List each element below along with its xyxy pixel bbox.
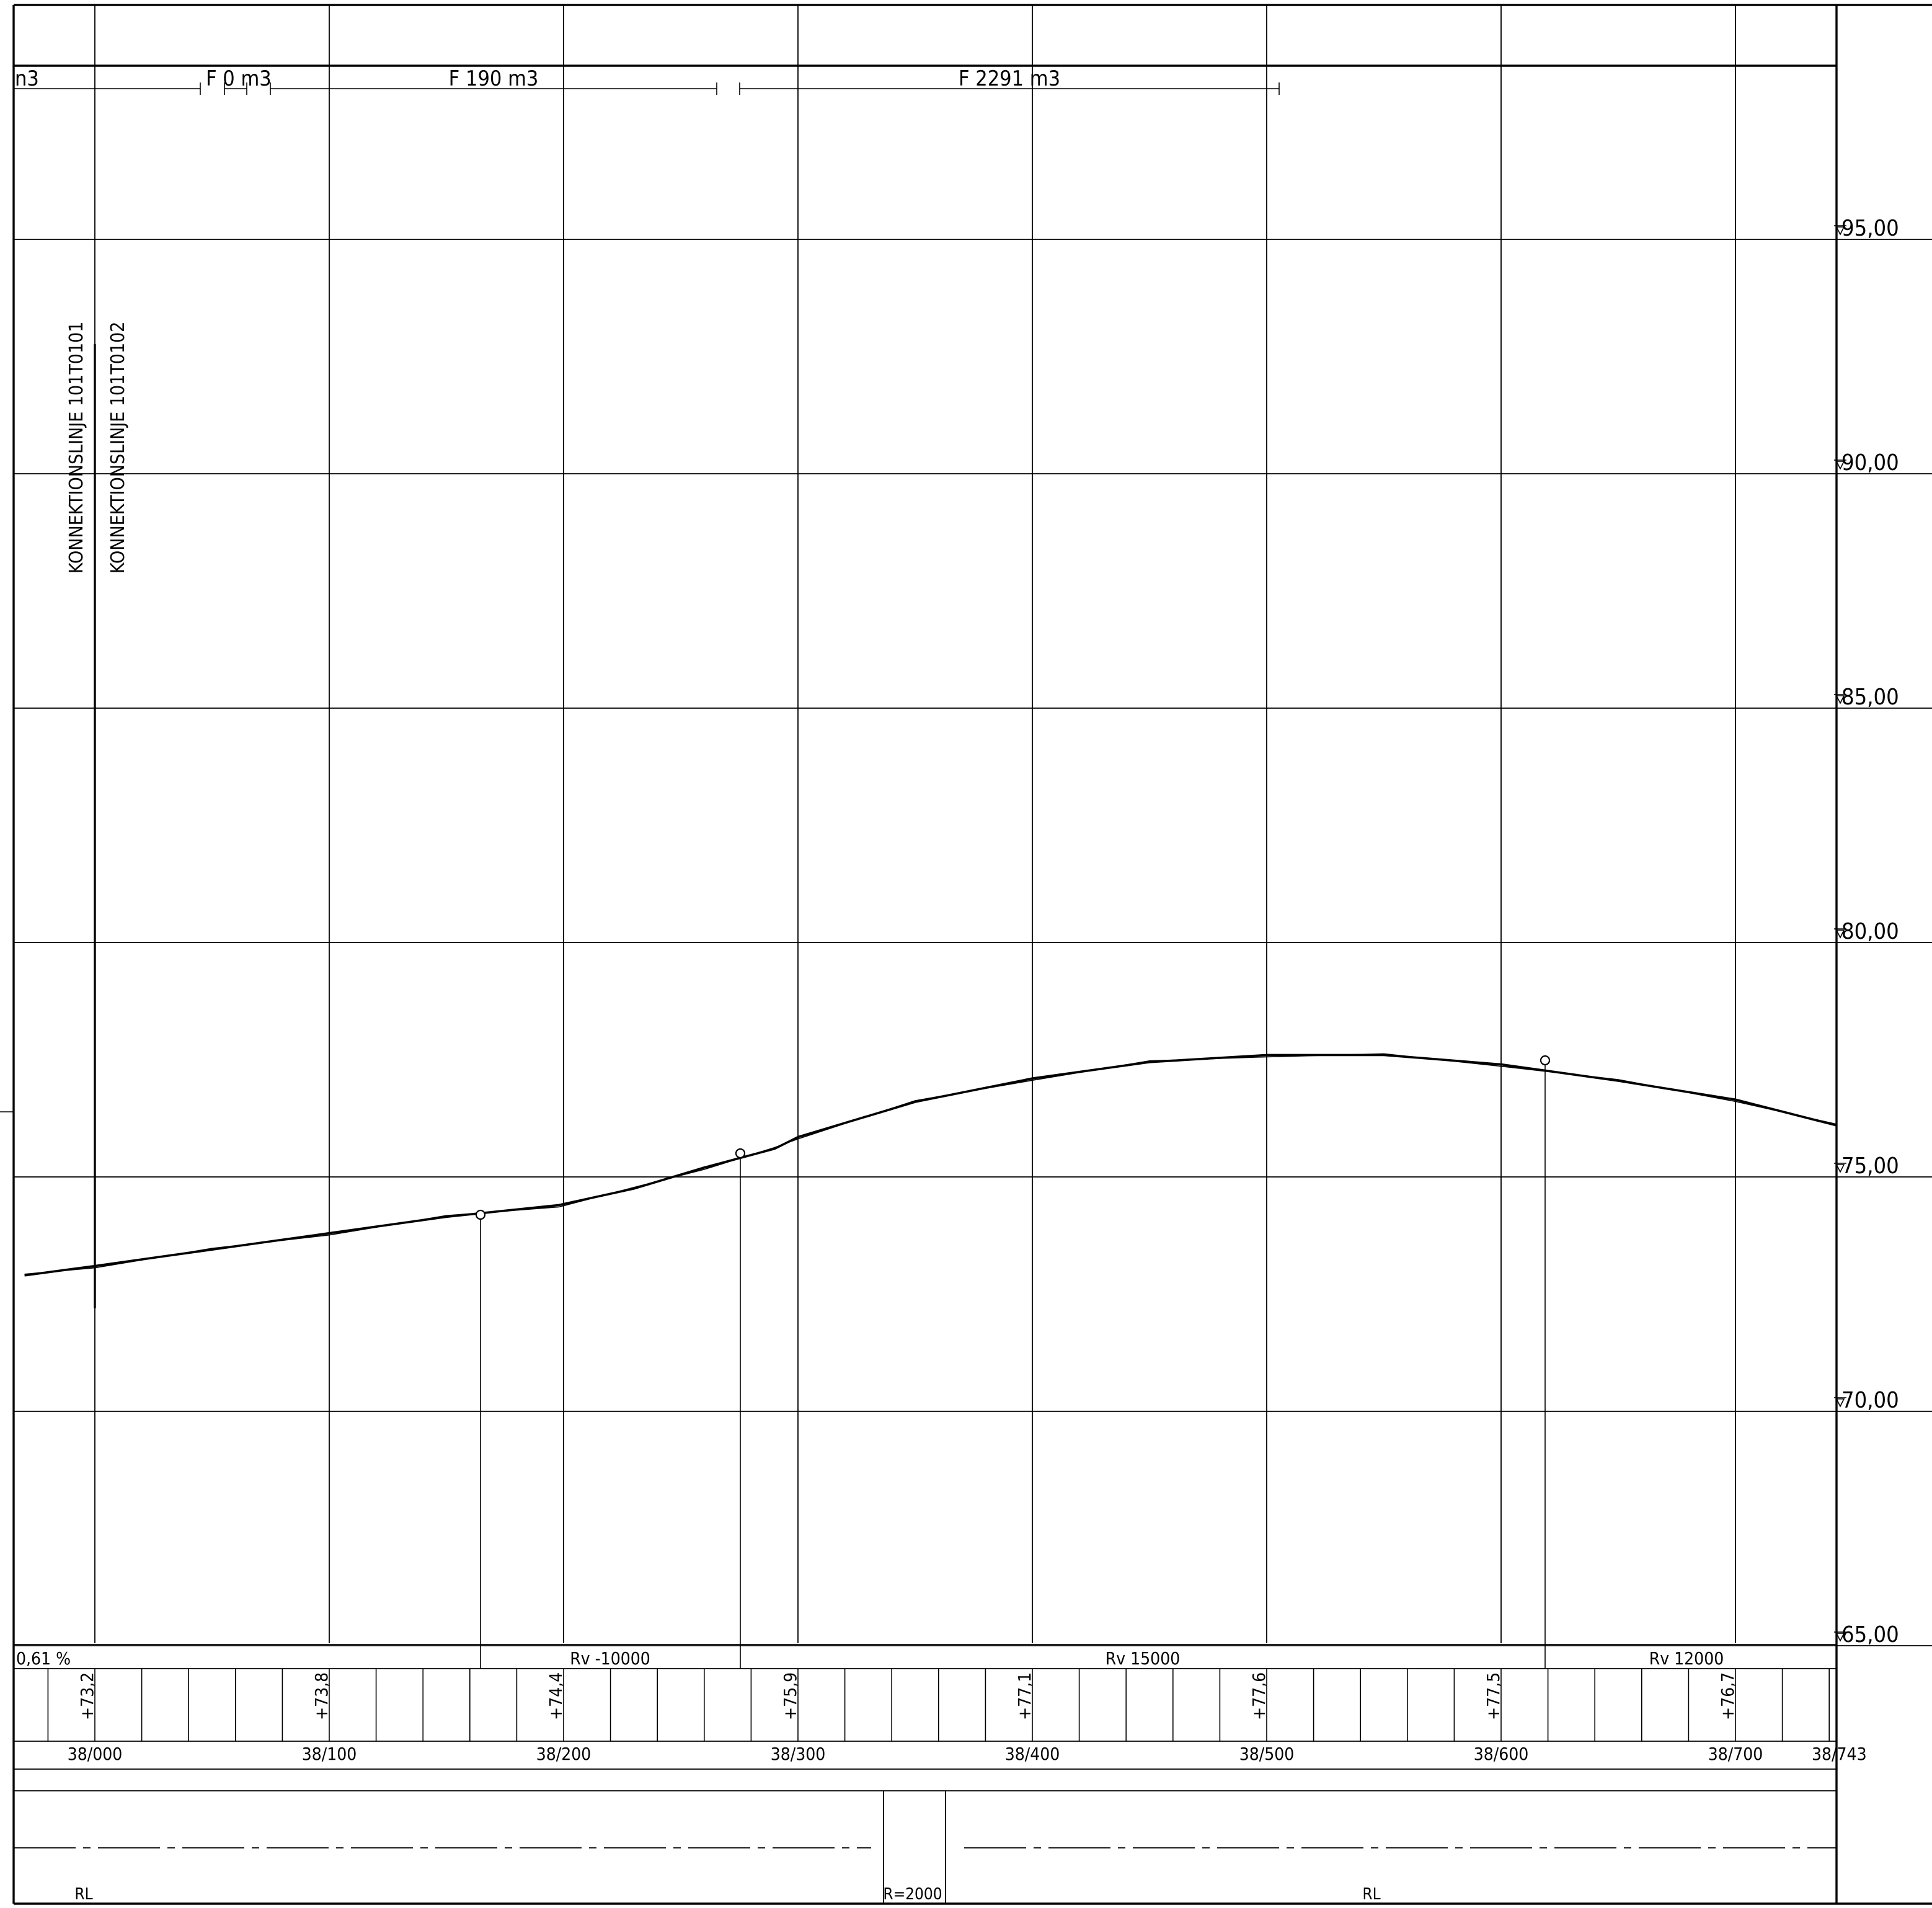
level-band: +73,2 +73,8 +74,4 +75,9 +77,1 +77,6 +77,… <box>14 1669 1837 1742</box>
level-value-5: +77,6 <box>1249 1672 1269 1720</box>
volume-bracket-0: n3 <box>14 66 201 95</box>
curve-band: 0,61 % Rv -10000 Rv 15000 Rv 12000 <box>14 1644 1837 1669</box>
volume-label-2: F 190 m3 <box>449 66 539 91</box>
volume-bracket-1: F 0 m3 <box>206 66 717 95</box>
volume-bracket-2: F 190 m3 <box>449 66 717 95</box>
volume-label-1: F 0 m3 <box>206 66 272 91</box>
curve-point <box>735 1148 746 1159</box>
grade-line <box>24 1054 1837 1277</box>
elevation-label-75: 75,00 <box>1841 1153 1899 1179</box>
connection-label-0: KONNEKTIONSLINJE 101T0101 <box>66 322 87 574</box>
volume-label-0: n3 <box>15 66 39 91</box>
elevation-label-80: 80,00 <box>1841 919 1899 944</box>
level-value-3: +75,9 <box>780 1672 800 1720</box>
vertical-curve-points <box>475 1055 1551 1669</box>
curve-point <box>1540 1055 1551 1066</box>
elevation-marker-85: 85,00 <box>1834 685 1899 710</box>
elevation-marker-95: 95,00 <box>1834 216 1899 241</box>
level-ticks <box>47 1669 1830 1741</box>
connection-lines: KONNEKTIONSLINJE 101T0101 KONNEKTIONSLIN… <box>66 322 129 1308</box>
volume-label-3: F 2291 m3 <box>959 66 1060 91</box>
curve-radius-0: Rv -10000 <box>570 1648 650 1669</box>
elevation-label-85: 85,00 <box>1841 685 1899 710</box>
grade-label: 0,61 % <box>16 1648 71 1669</box>
horizontal-grid <box>14 239 1932 1646</box>
station-band: 38/000 38/100 38/200 38/300 38/400 38/50… <box>14 1744 1867 1791</box>
station-label-0: 38/000 <box>68 1744 123 1764</box>
level-value-1: +73,8 <box>311 1672 332 1720</box>
elevation-marker-70: 70,00 <box>1834 1388 1899 1413</box>
elevation-scale: 95,00 90,00 85,00 80,00 75,00 70,00 <box>1834 216 1899 1648</box>
alignment-label-middle: R=2000 <box>883 1885 942 1904</box>
alignment-label-right: RL <box>1362 1885 1380 1904</box>
station-label-5: 38/500 <box>1239 1744 1295 1764</box>
terrain-line <box>24 1053 1837 1275</box>
level-value-2: +74,4 <box>546 1672 566 1720</box>
drawing-frame <box>0 4 1932 1905</box>
volume-bracket-3: F 2291 m3 <box>739 66 1280 95</box>
profile-curve <box>24 1053 1837 1277</box>
alignment-band: RL R=2000 RL <box>14 1791 1837 1904</box>
curve-radius-1: Rv 15000 <box>1106 1648 1181 1669</box>
vertical-grid <box>94 5 1736 1643</box>
elevation-label-95: 95,00 <box>1841 216 1899 241</box>
elevation-label-70: 70,00 <box>1841 1388 1899 1413</box>
station-label-7: 38/700 <box>1708 1744 1763 1764</box>
elevation-marker-90: 90,00 <box>1834 450 1899 476</box>
station-label-3: 38/300 <box>771 1744 826 1764</box>
station-label-8: 38/743 <box>1812 1744 1867 1764</box>
station-label-1: 38/100 <box>302 1744 357 1764</box>
station-label-4: 38/400 <box>1005 1744 1060 1764</box>
elevation-label-65: 65,00 <box>1841 1622 1899 1648</box>
elevation-marker-65: 65,00 <box>1834 1622 1899 1648</box>
station-label-2: 38/200 <box>536 1744 592 1764</box>
curve-point <box>475 1209 486 1220</box>
level-value-7: +76,7 <box>1717 1672 1738 1720</box>
elevation-marker-80: 80,00 <box>1834 919 1899 944</box>
connection-label-1: KONNEKTIONSLINJE 101T0102 <box>107 322 129 574</box>
level-value-4: +77,1 <box>1014 1672 1035 1720</box>
level-value-0: +73,2 <box>77 1672 97 1720</box>
volume-band: n3 F 0 m3 F 190 m3 F 2291 m3 <box>14 66 1280 95</box>
station-label-6: 38/600 <box>1474 1744 1529 1764</box>
curve-radius-2: Rv 12000 <box>1649 1648 1724 1669</box>
elevation-marker-75: 75,00 <box>1834 1153 1899 1179</box>
alignment-label-left: RL <box>74 1885 92 1904</box>
level-value-6: +77,5 <box>1483 1672 1504 1720</box>
elevation-label-90: 90,00 <box>1841 450 1899 476</box>
